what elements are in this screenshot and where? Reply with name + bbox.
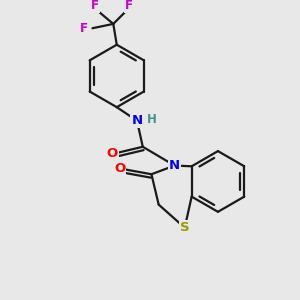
- Text: N: N: [169, 159, 180, 172]
- Text: O: O: [107, 148, 118, 160]
- Text: S: S: [180, 221, 190, 234]
- Text: F: F: [80, 22, 88, 35]
- Text: H: H: [147, 113, 157, 126]
- Text: N: N: [131, 114, 142, 127]
- Text: O: O: [114, 162, 125, 175]
- Text: F: F: [125, 0, 133, 12]
- Text: F: F: [91, 0, 99, 12]
